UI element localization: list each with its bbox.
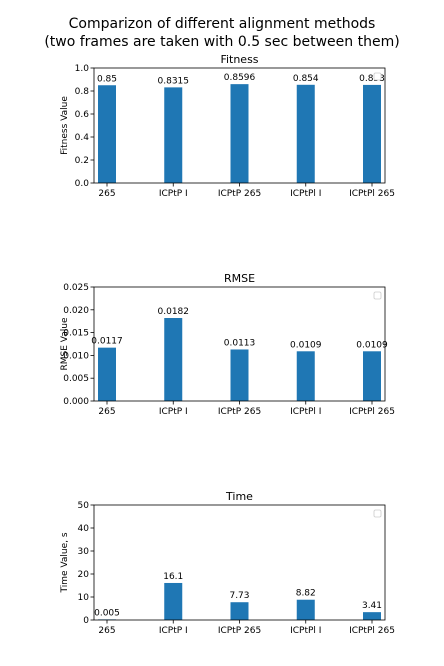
rmse-y-tick-label: 0.015 (63, 329, 89, 339)
rmse-x-tick-label: ICPtP 265 (218, 407, 261, 417)
rmse-y-tick-label: 0.020 (63, 306, 89, 316)
rmse-y-tick-label: 0.010 (63, 351, 89, 361)
time-y-tick-label: 10 (78, 593, 90, 603)
fitness-bar (164, 87, 183, 183)
fitness-x-tick-label: ICPtP 265 (218, 189, 261, 199)
fitness-y-tick-label: 0.6 (75, 110, 90, 120)
time-y-tick-label: 40 (78, 524, 90, 534)
rmse-bar (230, 349, 249, 401)
time-x-tick-label: 265 (98, 626, 115, 636)
fitness-bar (296, 84, 315, 183)
rmse-data-label: 0.0109 (290, 340, 322, 350)
rmse-y-tick-label: 0.025 (63, 283, 89, 293)
fitness-bar (363, 84, 381, 183)
fitness-data-label: 0.853 (359, 74, 385, 84)
fitness-chart: Fitness Fitness Value 0.0 0.2 0.4 0.6 0.8 1.0 0.… (60, 53, 395, 199)
time-chart-title: Time (225, 490, 253, 503)
time-data-label: 8.82 (296, 589, 316, 599)
fitness-data-label: 0.8596 (224, 73, 256, 83)
rmse-axes-frame (93, 286, 386, 402)
rmse-data-label: 0.0109 (356, 340, 388, 350)
fitness-data-label: 0.85 (97, 74, 117, 84)
fitness-y-tick-label: 0.8 (75, 87, 90, 97)
time-axes-frame (93, 504, 386, 621)
time-bar (164, 582, 183, 620)
figure-title-line2: (two frames are taken with 0.5 sec betwe… (44, 34, 399, 50)
rmse-x-tick-label: ICPtPl 265 (349, 407, 395, 417)
figure-title-line1: Comparizon of different alignment method… (69, 16, 376, 32)
time-chart: Time Time Value, s 0 10 20 30 40 50 0.005 265 16.1… (60, 490, 395, 636)
rmse-x-tick-label: ICPtPl I (290, 407, 321, 417)
time-bar (363, 612, 381, 620)
rmse-y-tick-label: 0.005 (63, 374, 89, 384)
fitness-x-tick-label: ICPtPl I (290, 189, 321, 199)
rmse-data-label: 0.0182 (158, 307, 190, 317)
fitness-data-label: 0.854 (293, 74, 319, 84)
fitness-y-axis-label: Fitness Value (60, 96, 70, 155)
rmse-legend-box (373, 291, 382, 300)
time-data-label: 7.73 (229, 591, 249, 601)
time-bar (230, 602, 249, 620)
time-data-label: 3.41 (362, 601, 382, 611)
fitness-y-tick-label: 1.0 (75, 64, 90, 74)
time-bar (296, 599, 315, 620)
fitness-chart-title: Fitness (220, 53, 258, 66)
time-y-tick-label: 20 (78, 570, 90, 580)
time-x-tick-label: ICPtP I (159, 626, 188, 636)
fitness-x-tick-label: 265 (98, 189, 115, 199)
time-data-label: 16.1 (163, 572, 183, 582)
fitness-x-tick-label: ICPtP I (159, 189, 188, 199)
rmse-bar (296, 351, 315, 401)
fitness-data-label: 0.8315 (158, 76, 190, 86)
fitness-legend-box (373, 72, 382, 81)
fitness-y-tick-label: 0.0 (75, 179, 90, 189)
time-legend-box (373, 509, 382, 518)
fitness-x-tick-label: ICPtPl 265 (349, 189, 395, 199)
fitness-bar (230, 84, 249, 183)
rmse-bar (98, 347, 116, 401)
rmse-y-tick-label: 0.000 (63, 397, 89, 407)
rmse-x-tick-label: ICPtP I (159, 407, 188, 417)
time-x-tick-label: ICPtP 265 (218, 626, 261, 636)
rmse-chart: RMSE RMSE Value 0.000 0.005 0.010 0.015 0.020 0… (60, 272, 395, 417)
time-x-tick-label: ICPtPl I (290, 626, 321, 636)
fitness-axes-frame (93, 67, 386, 184)
fitness-y-tick-label: 0.4 (75, 133, 90, 143)
rmse-data-label: 0.0117 (91, 337, 123, 347)
rmse-data-label: 0.0113 (224, 338, 256, 348)
fitness-bar (98, 85, 116, 183)
time-x-tick-label: ICPtPl 265 (349, 626, 395, 636)
time-y-axis-label: Time Value, s (60, 532, 70, 593)
time-data-label: 0.005 (94, 608, 120, 618)
rmse-chart-title: RMSE (224, 272, 255, 285)
rmse-y-axis-label: RMSE Value (60, 317, 70, 370)
time-y-tick-label: 30 (78, 547, 90, 557)
fitness-y-tick-label: 0.2 (75, 156, 89, 166)
time-y-tick-label: 50 (78, 501, 90, 511)
rmse-bar (164, 318, 183, 401)
rmse-x-tick-label: 265 (98, 407, 115, 417)
rmse-bar (363, 351, 381, 401)
time-y-tick-label: 0 (83, 616, 89, 626)
